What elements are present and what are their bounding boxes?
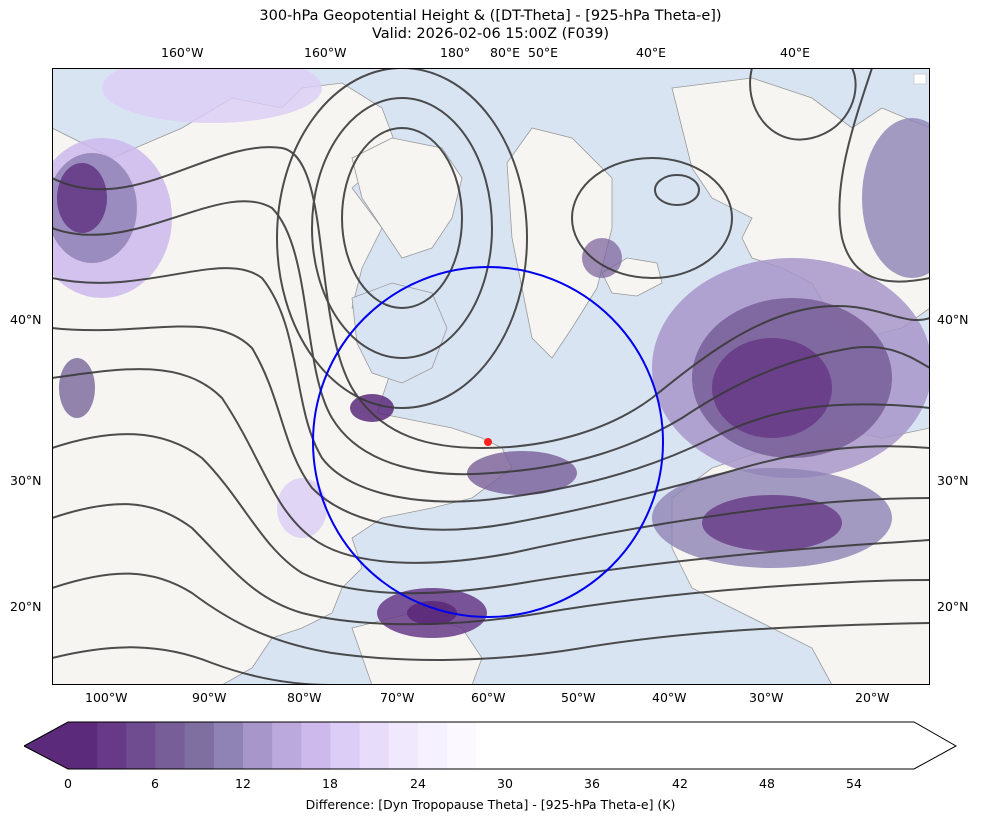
shading-blob [407, 601, 457, 625]
bottom-lon-label: 20°W [855, 690, 890, 705]
colorbar-label: Difference: [Dyn Tropopause Theta] - [92… [305, 797, 676, 812]
colorbar-segment [97, 722, 127, 769]
contour-line [52, 503, 930, 626]
colorbar-segment [476, 722, 914, 769]
left-lat-label: 30°N [10, 473, 42, 488]
colorbar-tick: 48 [759, 776, 775, 791]
colorbar-segment [213, 722, 244, 769]
shading-blob [59, 358, 95, 418]
plot-title: 300-hPa Geopotential Height & ([DT-Theta… [259, 8, 722, 24]
contour-line [311, 97, 493, 359]
location-marker [484, 438, 492, 446]
bottom-lon-label: 40°W [652, 690, 687, 705]
right-lat-label: 20°N [937, 599, 969, 614]
shaded-field [52, 68, 930, 638]
contour-line [52, 200, 930, 476]
top-lon-label: 40°E [780, 45, 811, 60]
contour-line [52, 267, 930, 503]
shading-blob [102, 68, 322, 123]
colorbar-segment [447, 722, 477, 769]
top-lon-label: 160°W [161, 45, 204, 60]
top-lon-label: 50°E [528, 45, 559, 60]
contour-line [52, 646, 333, 685]
contour-line [341, 127, 463, 309]
bottom-lon-label: 80°W [287, 690, 322, 705]
colorbar-tick: 18 [322, 776, 338, 791]
top-lon-label: 40°E [636, 45, 667, 60]
colorbar-segment [184, 722, 215, 769]
contour-line [749, 68, 857, 141]
colorbar-extend-low [24, 722, 68, 769]
contour-line [52, 146, 930, 450]
colorbar-segment [126, 722, 156, 769]
legend-box [913, 73, 927, 85]
shading-blob [712, 338, 832, 438]
shading-blob [277, 478, 327, 538]
left-lat-label: 20°N [10, 599, 42, 614]
colorbar-segment [330, 722, 361, 769]
map-frame [52, 68, 930, 685]
contour-line [838, 68, 930, 283]
colorbar-segments [24, 722, 914, 769]
right-lat-label: 40°N [937, 312, 969, 327]
left-lat-label: 40°N [10, 312, 42, 327]
shading-blob [702, 495, 842, 551]
colorbar-tick: 42 [672, 776, 688, 791]
bottom-lon-label: 100°W [85, 690, 128, 705]
colorbar-segment [272, 722, 302, 769]
colorbar-segment [417, 722, 448, 769]
bottom-lon-label: 90°W [192, 690, 227, 705]
contour-line [52, 368, 930, 564]
colorbar-tick: 36 [584, 776, 600, 791]
highlight-circle [312, 266, 664, 618]
bottom-lon-label: 70°W [380, 690, 415, 705]
colorbar-segment [68, 722, 98, 769]
shading-blob [862, 118, 930, 278]
contour-line [276, 68, 528, 409]
plot-subtitle: Valid: 2026-02-06 15:00Z (F039) [372, 26, 609, 42]
bottom-lon-label: 50°W [561, 690, 596, 705]
bottom-lon-label: 30°W [749, 690, 784, 705]
top-lon-label: 80°E [490, 45, 521, 60]
height-contours [52, 68, 930, 685]
colorbar-segment [155, 722, 186, 769]
colorbar-tick: 54 [846, 776, 862, 791]
colorbar-segment [301, 722, 331, 769]
colorbar-tick: 30 [497, 776, 513, 791]
colorbar-tick: 24 [410, 776, 426, 791]
contour-line [52, 325, 930, 531]
colorbar-tick: 12 [235, 776, 251, 791]
contour-line [571, 157, 733, 279]
colorbar-outline [24, 721, 958, 770]
shading-blob [582, 238, 622, 278]
colorbar [24, 721, 958, 770]
colorbar-segment [242, 722, 273, 769]
contour-line [654, 174, 700, 206]
shading-blob [350, 394, 394, 422]
contour-line [52, 433, 930, 595]
bottom-lon-label: 60°W [471, 690, 506, 705]
right-lat-label: 30°N [937, 473, 969, 488]
top-lon-label: 160°W [304, 45, 347, 60]
contour-line [52, 572, 930, 661]
colorbar-segment [388, 722, 419, 769]
colorbar-tick: 0 [64, 776, 72, 791]
shading-blob [467, 451, 577, 495]
map-panel [52, 68, 930, 685]
colorbar-tick: 6 [151, 776, 159, 791]
top-lon-label: 180° [440, 45, 471, 60]
shading-blob [57, 163, 107, 233]
arctic-islands-land [351, 137, 463, 259]
colorbar-segment [359, 722, 390, 769]
